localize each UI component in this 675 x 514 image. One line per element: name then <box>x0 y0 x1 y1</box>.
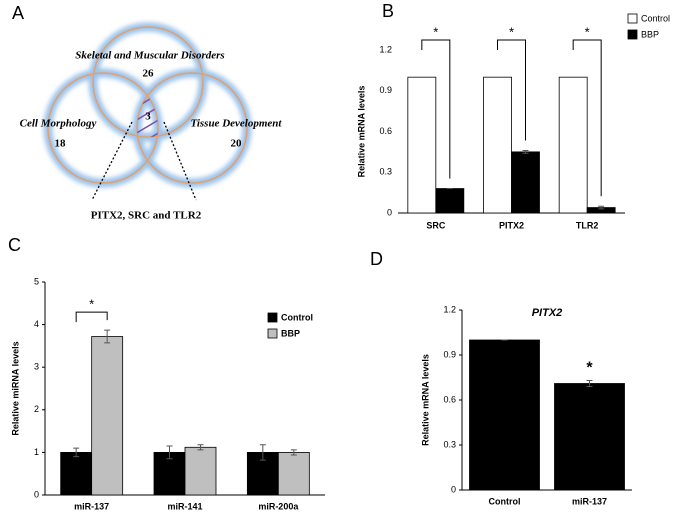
y-axis-label: Relative mRNA levels <box>420 354 430 446</box>
significance-label: * <box>89 297 94 312</box>
y-tick-label: 1 <box>34 447 39 457</box>
legend-label: Control <box>641 13 670 23</box>
chart-title: PITX2 <box>532 307 563 319</box>
pointer-line <box>91 121 133 201</box>
error-bar <box>259 444 266 461</box>
venn-circles <box>47 26 248 184</box>
x-tick-label: SRC <box>426 220 446 230</box>
x-tick-label: miR-200a <box>258 501 299 511</box>
bar <box>435 188 465 214</box>
legend-swatch <box>627 13 638 24</box>
error-bar <box>197 444 204 451</box>
significance-label: * <box>509 24 514 39</box>
significance-bracket <box>75 311 108 323</box>
y-tick-label: 0.3 <box>443 439 456 449</box>
y-tick-label: 3 <box>34 362 39 372</box>
y-tick-label: 0.6 <box>379 126 392 136</box>
set-name: Cell Morphology <box>20 118 97 130</box>
x-tick-label: PITX2 <box>499 220 524 230</box>
set-name: Skeletal and Muscular Disorders <box>75 50 224 62</box>
panel-label: A <box>12 3 24 23</box>
bar <box>184 446 217 496</box>
legend-label: Control <box>281 312 313 322</box>
x-tick-label: TLR2 <box>576 220 599 230</box>
error-bar <box>598 205 605 210</box>
bar <box>91 336 124 496</box>
y-tick-label: 0 <box>34 489 39 499</box>
panel-label: C <box>8 235 21 255</box>
y-tick-label: 0.6 <box>443 394 456 404</box>
y-tick-label: 2 <box>34 404 39 414</box>
bar <box>511 151 540 214</box>
error-bar <box>290 449 297 456</box>
error-bar <box>104 329 111 344</box>
y-tick-label: 0.9 <box>443 349 456 359</box>
x-tick-label: miR-137 <box>572 496 607 506</box>
y-tick-label: 0 <box>451 484 456 494</box>
significance-label: * <box>585 24 590 39</box>
y-tick-label: 5 <box>34 276 39 286</box>
y-tick-label: 1.2 <box>379 44 392 54</box>
x-tick-label: Control <box>489 496 521 506</box>
significance-label: * <box>433 24 438 39</box>
center-count: 3 <box>145 111 151 123</box>
panel-label: B <box>382 1 394 21</box>
bar <box>558 76 588 214</box>
set-name: Tissue Development <box>191 118 283 130</box>
set-count: 18 <box>55 138 67 150</box>
error-bar <box>166 445 173 460</box>
x-tick-label: miR-137 <box>74 501 109 511</box>
legend-label: BBP <box>281 328 300 338</box>
set-count: 26 <box>143 68 155 80</box>
significance-bracket <box>421 39 451 179</box>
bar <box>469 339 540 491</box>
venn <box>43 22 252 201</box>
y-axis-label: Relative mRNA levels <box>356 86 366 178</box>
bar <box>60 451 93 496</box>
legend-swatch <box>267 312 278 323</box>
legend-label: BBP <box>641 29 659 39</box>
significance-bracket <box>572 39 602 197</box>
error-bar <box>73 447 80 458</box>
y-tick-label: 0.3 <box>379 167 392 177</box>
set-count: 20 <box>231 138 243 150</box>
bar <box>554 383 625 491</box>
error-bar <box>522 150 529 154</box>
error-bar <box>586 380 593 387</box>
significance-label: * <box>586 360 593 377</box>
legend-swatch <box>627 29 638 40</box>
pointer-line <box>163 121 197 201</box>
bar <box>277 451 310 496</box>
annotation: PITX2, SRC and TLR2 <box>91 210 202 222</box>
significance-bracket <box>497 39 526 141</box>
x-tick-label: miR-141 <box>167 501 202 511</box>
y-axis-label: Relative miRNA levels <box>10 341 20 435</box>
y-tick-label: 4 <box>34 319 39 329</box>
bar <box>153 451 186 496</box>
y-tick-label: 0.9 <box>379 85 392 95</box>
panel-label: D <box>370 249 383 269</box>
y-tick-label: 0 <box>387 207 392 217</box>
legend-swatch <box>267 328 278 339</box>
bar <box>407 76 437 214</box>
y-tick-label: 1.2 <box>443 304 456 314</box>
bar <box>483 76 512 214</box>
